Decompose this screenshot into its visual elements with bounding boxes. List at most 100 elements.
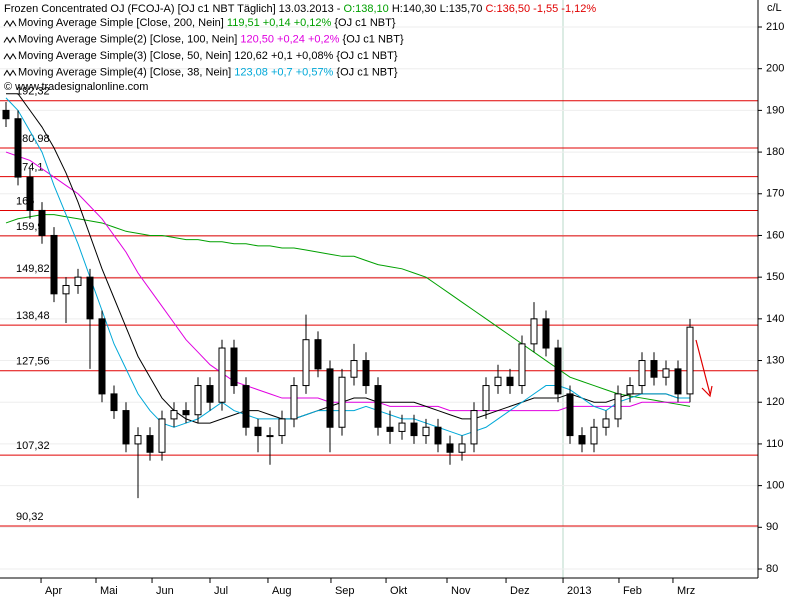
header: Frozen Concentrated OJ (FCOJ-A) [OJ c1 N… <box>4 3 596 15</box>
x-tick-label: Aug <box>272 585 292 597</box>
legend-entry: Moving Average Simple(4) [Close, 38, Nei… <box>18 66 398 78</box>
y-tick-label: 170 <box>766 188 784 200</box>
level-label: 192,32 <box>16 86 50 98</box>
candle-body <box>290 385 298 420</box>
candle-body <box>50 234 58 295</box>
candle-body <box>614 393 622 420</box>
candle-body <box>206 385 214 403</box>
candle-body <box>674 368 682 395</box>
candle-body <box>38 209 46 236</box>
legend-entry: Moving Average Simple(3) [Close, 50, Nei… <box>18 50 398 62</box>
candle-body <box>254 426 262 437</box>
y-tick-label: 120 <box>766 396 784 408</box>
candle-body <box>2 109 10 120</box>
level-label: 107,32 <box>16 440 50 452</box>
candle-body <box>326 368 334 428</box>
candle-body <box>110 393 118 412</box>
level-label: 180,98 <box>16 133 50 145</box>
candle-body <box>686 326 694 395</box>
legend-source: {OJ c1 NBT} <box>334 17 395 29</box>
candle-body <box>230 347 238 387</box>
candle-body <box>134 435 142 445</box>
candle-body <box>14 118 22 178</box>
y-tick-label: 130 <box>766 354 784 366</box>
candle-body <box>662 368 670 378</box>
candle-body <box>194 385 202 416</box>
legend-name: Moving Average Simple(3) [Close, 50, Nei… <box>18 50 231 62</box>
candle-body <box>158 418 166 453</box>
legend-entry: Moving Average Simple(2) [Close, 100, Ne… <box>18 33 404 45</box>
ma-line <box>5 97 690 437</box>
candle-body <box>482 385 490 412</box>
x-tick-label: Dez <box>510 585 530 597</box>
header-high: H:140,30 <box>392 3 437 15</box>
y-tick-label: 80 <box>766 563 778 575</box>
candle-body <box>590 426 598 445</box>
candle-body <box>410 422 418 437</box>
level-label: 149,82 <box>16 263 50 275</box>
candle-body <box>530 318 538 345</box>
candle-body <box>566 393 574 437</box>
x-tick-label: Sep <box>335 585 355 597</box>
candle-body <box>122 410 130 445</box>
candle-body <box>146 435 154 453</box>
legend-source: {OJ c1 NBT} <box>336 66 397 78</box>
candle-body <box>338 376 346 428</box>
candle-body <box>494 376 502 387</box>
legend-name: Moving Average Simple [Close, 200, Nein] <box>18 17 224 29</box>
header-change: -1,55 -1,12% <box>533 3 596 15</box>
legend-value: 120,62 +0,1 +0,08% <box>234 50 333 62</box>
header-name: Frozen Concentrated OJ (FCOJ-A) [OJ c1 N… <box>4 3 341 15</box>
ma-line <box>5 151 690 412</box>
candle-body <box>578 435 586 445</box>
y-tick-label: 180 <box>766 146 784 158</box>
candle-body <box>434 426 442 445</box>
y-tick-label: 150 <box>766 271 784 283</box>
x-tick-label: 2013 <box>567 585 591 597</box>
candle-body <box>242 385 250 428</box>
legend-icon <box>3 53 17 60</box>
legend-name: Moving Average Simple(2) [Close, 100, Ne… <box>18 33 237 45</box>
legend-source: {OJ c1 NBT} <box>336 50 397 62</box>
x-tick-label: Feb <box>623 585 642 597</box>
plot-area: 192,32180,98174,1166159,9149,82138,48127… <box>0 26 758 570</box>
level-label: 159,9 <box>16 221 44 233</box>
y-tick-label: 200 <box>766 63 784 75</box>
header-open: O:138,10 <box>344 3 389 15</box>
candle-body <box>266 435 274 438</box>
legend-value: 123,08 +0,7 +0,57% <box>234 66 333 78</box>
unit-label: c/L <box>767 2 782 14</box>
header-low: L:135,70 <box>440 3 483 15</box>
legend-icon <box>3 36 17 44</box>
legend-value: 120,50 +0,24 +0,2% <box>240 33 339 45</box>
x-tick-label: Jun <box>156 585 174 597</box>
x-tick-label: Jul <box>214 585 228 597</box>
legend-value: 119,51 +0,14 +0,12% <box>227 17 332 29</box>
candle-body <box>62 284 70 295</box>
candle-body <box>374 385 382 428</box>
candle-body <box>398 422 406 432</box>
candle-body <box>182 410 190 416</box>
y-tick-label: 140 <box>766 313 784 325</box>
y-tick-label: 160 <box>766 229 784 241</box>
candle-body <box>314 339 322 370</box>
candle-body <box>422 426 430 437</box>
candle-body <box>362 360 370 387</box>
candle-body <box>386 426 394 432</box>
y-tick-label: 210 <box>766 21 784 33</box>
candle-body <box>470 410 478 445</box>
y-tick-label: 190 <box>766 104 784 116</box>
candle-body <box>278 418 286 437</box>
x-tick-label: Apr <box>45 585 62 597</box>
y-tick-label: 100 <box>766 480 784 492</box>
legend-icon <box>3 20 17 27</box>
level-label: 138,48 <box>16 310 50 322</box>
legend-icon <box>3 69 17 77</box>
candle-body <box>350 360 358 378</box>
candle-body <box>542 318 550 349</box>
candle-body <box>518 343 526 387</box>
header-close: C:136,50 <box>485 3 530 15</box>
x-tick-label: Mai <box>100 585 118 597</box>
